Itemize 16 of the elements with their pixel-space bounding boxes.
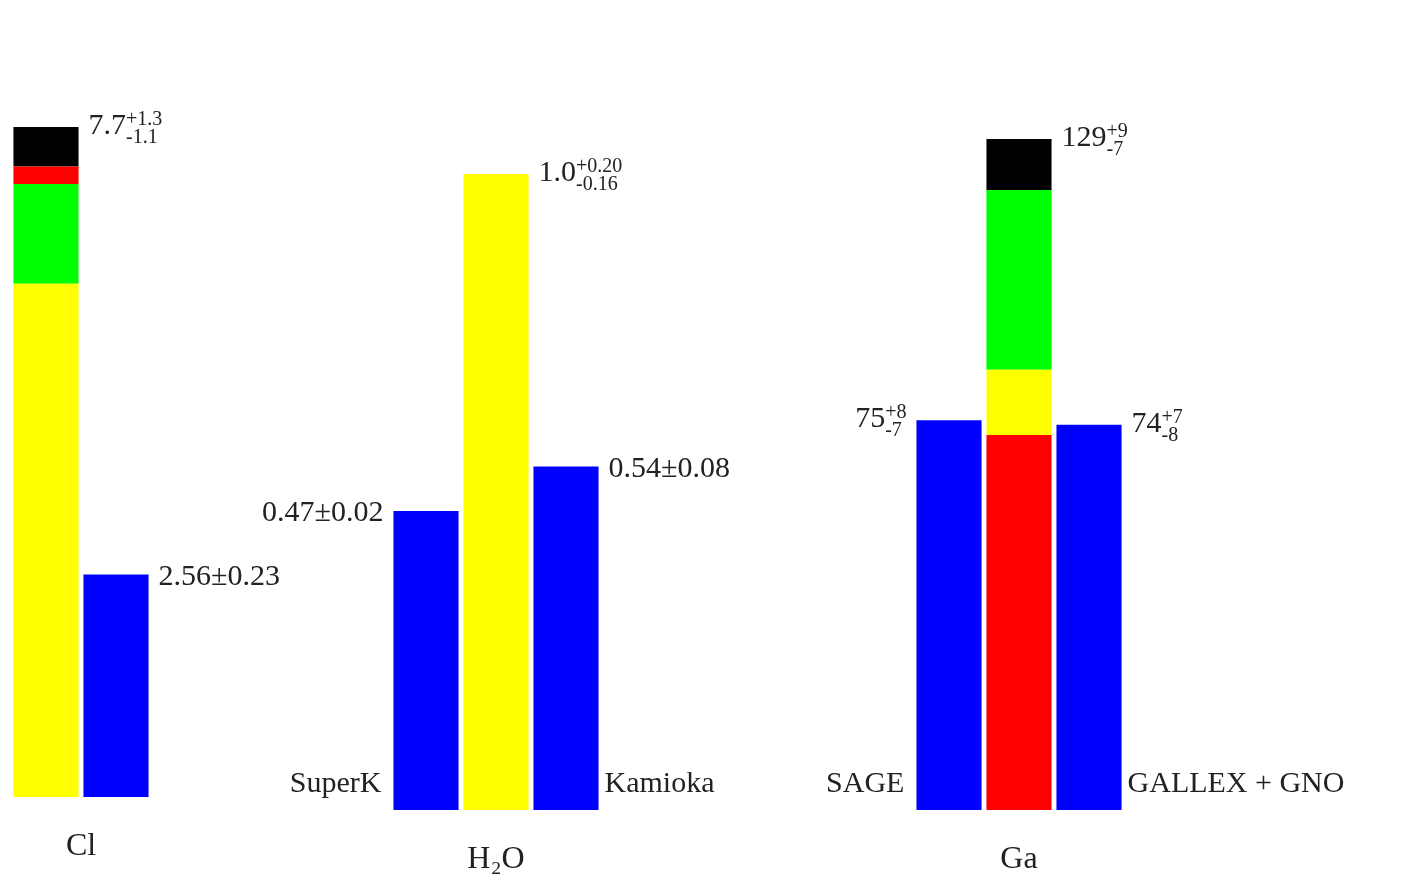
bar <box>986 434 1052 810</box>
text: Kamioka <box>604 765 715 798</box>
total-label: 0.54±0.08 <box>608 449 731 483</box>
bar <box>1056 424 1122 810</box>
text: SuperK <box>289 765 382 798</box>
text: SAGE <box>826 765 905 798</box>
bar <box>986 369 1052 435</box>
total-label: 2.56±0.23 <box>158 557 281 591</box>
total-label: 0.47±0.02 <box>261 494 384 528</box>
bar <box>916 420 982 810</box>
bar <box>986 190 1052 370</box>
bar <box>986 139 1052 190</box>
x-axis-title: Ga <box>1000 839 1038 876</box>
x-axis-title: Cl <box>65 826 97 863</box>
text: GALLEX + GNO <box>1127 765 1345 798</box>
x-axis-title: H₂O <box>467 839 525 876</box>
